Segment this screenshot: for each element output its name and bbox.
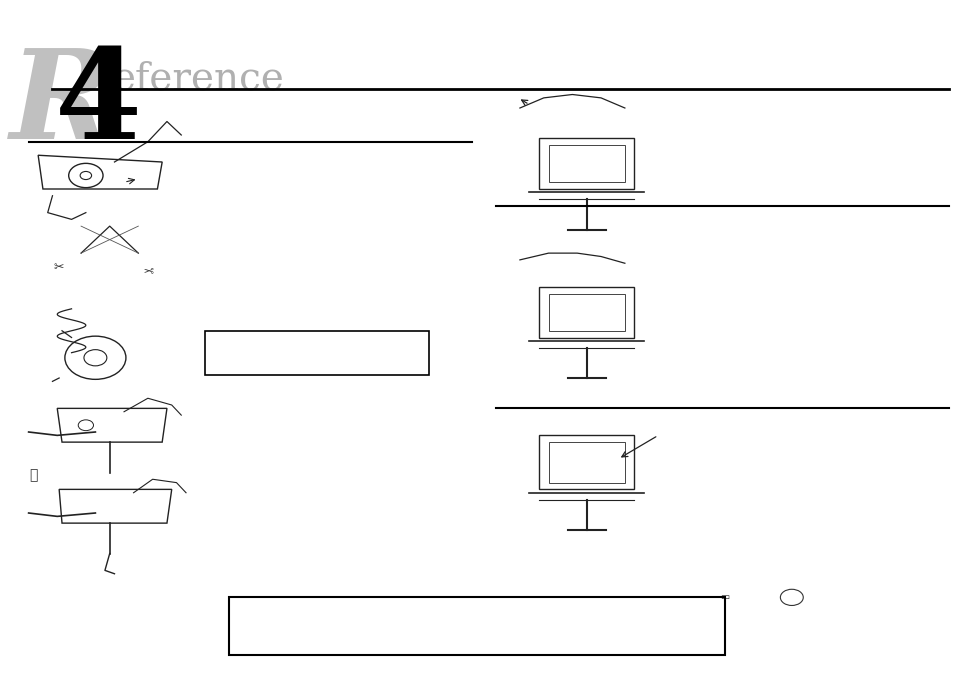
Text: ▭: ▭ <box>720 593 729 602</box>
Bar <box>229 597 724 655</box>
Text: 4: 4 <box>55 44 142 165</box>
Bar <box>205 331 429 375</box>
Text: ✂: ✂ <box>53 261 65 274</box>
Text: R: R <box>10 44 113 165</box>
Text: ⌒: ⌒ <box>30 468 37 482</box>
Text: ✂: ✂ <box>142 261 153 274</box>
Text: eference: eference <box>112 61 284 98</box>
